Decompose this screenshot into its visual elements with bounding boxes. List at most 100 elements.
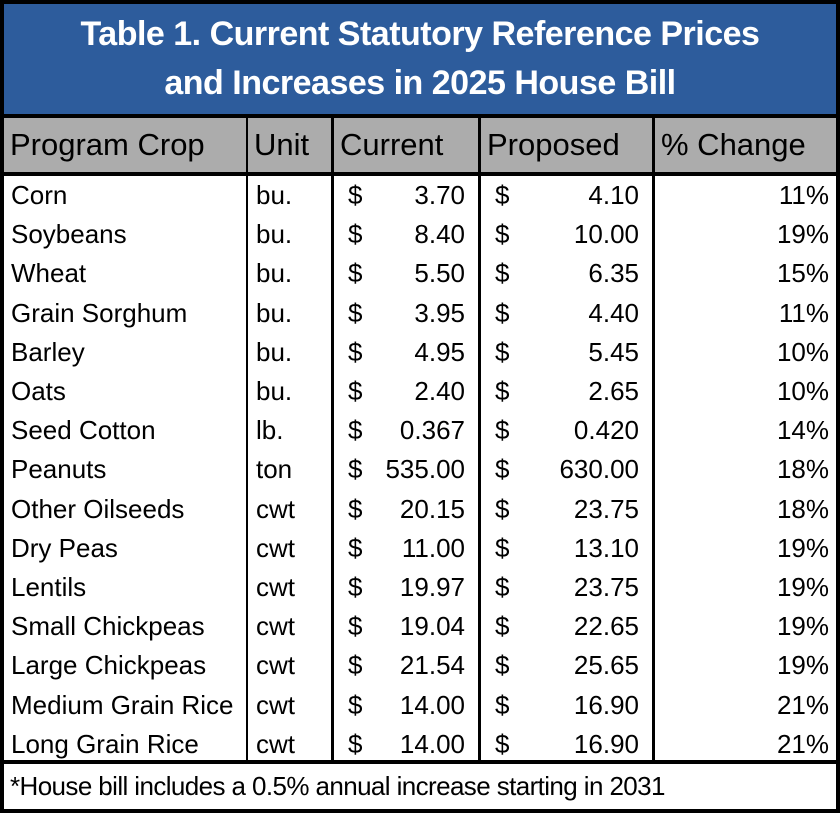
crop-name: Other Oilseeds — [4, 489, 248, 529]
dollar-sign: $ — [495, 336, 510, 367]
proposed-price-value: 4.10 — [588, 180, 639, 211]
current-price-value: 4.95 — [414, 336, 465, 367]
dollar-sign: $ — [348, 728, 363, 759]
proposed-price-value: 630.00 — [559, 454, 639, 485]
crop-name: Long Grain Rice — [4, 724, 248, 764]
col-header-percent-change: % Change — [661, 127, 806, 162]
percent-change-value: 21% — [776, 689, 829, 720]
unit-value: bu. — [248, 293, 334, 333]
current-price-cell: $ 8.40 — [334, 215, 481, 255]
proposed-price-value: 16.90 — [573, 689, 639, 720]
proposed-price-value: 23.75 — [573, 571, 639, 602]
proposed-price-cell: $ 2.65 — [481, 371, 655, 412]
dollar-sign: $ — [348, 376, 363, 407]
dollar-sign: $ — [495, 532, 510, 563]
dollar-sign: $ — [348, 454, 363, 485]
table-row: Barley bu. $ 4.95 $ 5.45 10% — [4, 332, 836, 372]
proposed-price-cell: $ 22.65 — [481, 607, 655, 647]
current-price-value: 19.97 — [399, 571, 465, 602]
current-price-cell: $ 20.15 — [334, 489, 481, 529]
crop-name: Barley — [4, 332, 248, 372]
table-row: Wheat bu. $ 5.50 $ 6.35 15% — [4, 254, 836, 294]
table-row: Corn bu. $ 3.70 $ 4.10 11% — [4, 176, 836, 216]
table-header-row: Program Crop Unit Current Proposed % Cha… — [4, 118, 836, 176]
unit-value: lb. — [248, 411, 334, 451]
percent-change-value: 10% — [776, 376, 829, 407]
unit-value: cwt — [248, 528, 334, 568]
dollar-sign: $ — [348, 297, 363, 328]
proposed-price-cell: $ 0.420 — [481, 411, 655, 451]
dollar-sign: $ — [348, 219, 363, 250]
crop-name: Corn — [4, 176, 248, 216]
unit-value: cwt — [248, 607, 334, 647]
unit-value: cwt — [248, 646, 334, 686]
current-price-value: 535.00 — [385, 454, 465, 485]
unit-value: cwt — [248, 685, 334, 725]
percent-change-value: 18% — [776, 454, 829, 485]
unit-value: bu. — [248, 254, 334, 294]
unit-value: bu. — [248, 371, 334, 412]
col-header-unit: Unit — [248, 118, 334, 172]
proposed-price-cell: $ 16.90 — [481, 685, 655, 725]
col-header-program-crop: Program Crop — [4, 118, 248, 172]
percent-change-value: 19% — [776, 532, 829, 563]
dollar-sign: $ — [495, 689, 510, 720]
percent-change-value: 19% — [776, 611, 829, 642]
current-price-value: 20.15 — [399, 493, 465, 524]
current-price-value: 21.54 — [399, 650, 465, 681]
proposed-price-value: 2.65 — [588, 376, 639, 407]
crop-name: Soybeans — [4, 215, 248, 255]
proposed-price-value: 22.65 — [573, 611, 639, 642]
table-row: Oats bu. $ 2.40 $ 2.65 10% — [4, 371, 836, 412]
crop-name: Medium Grain Rice — [4, 685, 248, 725]
table-row: Large Chickpeas cwt $ 21.54 $ 25.65 19% — [4, 646, 836, 686]
crop-name: Large Chickpeas — [4, 646, 248, 686]
proposed-price-cell: $ 16.90 — [481, 724, 655, 764]
dollar-sign: $ — [495, 650, 510, 681]
table-title-line-1: Table 1. Current Statutory Reference Pri… — [80, 15, 760, 53]
unit-value: ton — [248, 450, 334, 490]
dollar-sign: $ — [348, 180, 363, 211]
current-price-cell: $ 21.54 — [334, 646, 481, 686]
current-price-cell: $ 14.00 — [334, 685, 481, 725]
percent-change-value: 18% — [776, 493, 829, 524]
dollar-sign: $ — [495, 493, 510, 524]
dollar-sign: $ — [495, 611, 510, 642]
current-price-cell: $ 19.97 — [334, 567, 481, 608]
crop-name: Dry Peas — [4, 528, 248, 568]
dollar-sign: $ — [348, 611, 363, 642]
percent-change-value: 15% — [776, 258, 829, 289]
percent-change-value: 10% — [776, 336, 829, 367]
current-price-cell: $ 3.70 — [334, 176, 481, 216]
dollar-sign: $ — [495, 219, 510, 250]
percent-change-value: 19% — [776, 571, 829, 602]
current-price-value: 2.40 — [414, 376, 465, 407]
table-row: Medium Grain Rice cwt $ 14.00 $ 16.90 21… — [4, 685, 836, 725]
crop-name: Oats — [4, 371, 248, 412]
current-price-cell: $ 0.367 — [334, 411, 481, 451]
proposed-price-cell: $ 23.75 — [481, 567, 655, 608]
dollar-sign: $ — [348, 258, 363, 289]
unit-value: cwt — [248, 724, 334, 764]
percent-change-value: 11% — [778, 297, 829, 328]
footnote: *House bill includes a 0.5% annual incre… — [4, 764, 836, 809]
percent-change-value: 11% — [778, 180, 829, 211]
dollar-sign: $ — [495, 454, 510, 485]
dollar-sign: $ — [348, 650, 363, 681]
table-row: Peanuts ton $ 535.00 $ 630.00 18% — [4, 450, 836, 490]
current-price-cell: $ 19.04 — [334, 607, 481, 647]
table-row: Lentils cwt $ 19.97 $ 23.75 19% — [4, 567, 836, 608]
crop-name: Grain Sorghum — [4, 293, 248, 333]
crop-name: Seed Cotton — [4, 411, 248, 451]
current-price-cell: $ 2.40 — [334, 371, 481, 412]
dollar-sign: $ — [495, 376, 510, 407]
proposed-price-value: 4.40 — [588, 297, 639, 328]
table-row: Grain Sorghum bu. $ 3.95 $ 4.40 11% — [4, 293, 836, 333]
table-title-banner: Table 1. Current Statutory Reference Pri… — [4, 4, 836, 118]
dollar-sign: $ — [495, 571, 510, 602]
proposed-price-value: 6.35 — [588, 258, 639, 289]
table-row: Long Grain Rice cwt $ 14.00 $ 16.90 21% — [4, 724, 836, 764]
current-price-cell: $ 11.00 — [334, 528, 481, 568]
dollar-sign: $ — [348, 571, 363, 602]
